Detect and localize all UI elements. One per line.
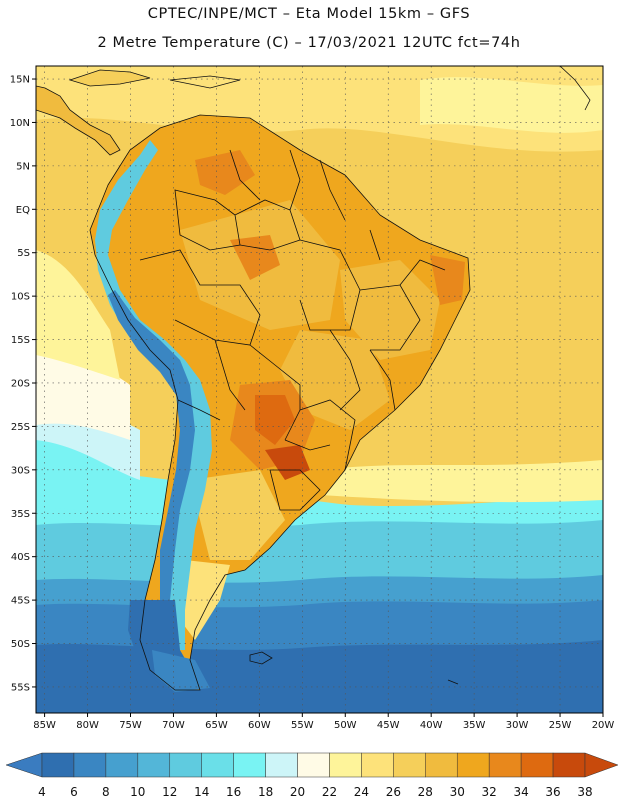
colorbar-swatch: [361, 752, 394, 778]
lat-tick-label: 25S: [11, 422, 30, 433]
colorbar-label: 12: [162, 785, 177, 799]
lon-tick-label: 80W: [76, 720, 99, 731]
lat-tick-label: 15N: [10, 75, 30, 86]
lat-tick-label: 10S: [11, 292, 30, 303]
temperature-field: [36, 66, 603, 713]
colorbar-swatch: [329, 752, 362, 778]
lat-tick-label: 10N: [10, 118, 30, 129]
lat-tick-label: 5S: [17, 248, 30, 259]
country-borders: [89, 114, 471, 691]
colorbar-high-arrow: [584, 752, 618, 778]
colorbar-swatch: [297, 752, 330, 778]
map-title-line1: CPTEC/INPE/MCT – Eta Model 15km – GFS: [147, 6, 471, 22]
lon-tick-label: 85W: [33, 720, 56, 731]
colorbar-swatch: [393, 752, 426, 778]
lat-tick-label: 35S: [11, 509, 30, 520]
lat-tick-label: 40S: [11, 552, 30, 563]
lat-tick-label: EQ: [16, 205, 30, 216]
andes-cold-band: [95, 140, 212, 650]
latitude-axis: 15N 10N 5N EQ 5S 10S 15S 20S 25S 30S 35S 40S 45S 50S 5…: [10, 75, 36, 693]
colorbar-label: 20: [290, 785, 305, 799]
lat-tick-label: 30S: [11, 465, 30, 476]
colorbar-swatch: [488, 752, 522, 778]
colorbar-label: 28: [418, 785, 433, 799]
colorbar-swatch: [105, 752, 139, 778]
lon-tick-label: 45W: [377, 720, 400, 731]
lon-tick-label: 50W: [334, 720, 357, 731]
map-frame: [35, 65, 604, 714]
colorbar-low-arrow: [5, 752, 43, 778]
colorbar-swatch: [137, 752, 171, 778]
colorbar-label: 26: [386, 785, 401, 799]
lat-tick-label: 45S: [11, 596, 30, 607]
colorbar-label: 8: [102, 785, 110, 799]
colorbar-label: 22: [322, 785, 337, 799]
lon-tick-label: 25W: [549, 720, 572, 731]
lon-tick-label: 75W: [119, 720, 142, 731]
colorbar-label: 32: [482, 785, 497, 799]
colorbar-swatch: [425, 752, 458, 778]
lat-tick-label: 50S: [11, 639, 30, 650]
colorbar-label: 30: [450, 785, 465, 799]
map-title-line2: 2 Metre Temperature (C) – 17/03/2021 12U…: [97, 35, 521, 51]
colorbar-swatch: [41, 752, 75, 778]
lon-tick-label: 65W: [205, 720, 228, 731]
lon-tick-label: 20W: [592, 720, 615, 731]
colorbar: 4 6 8 10 12 14 16 18 20 22 24 26 28 30 32 34 36 38: [5, 752, 618, 799]
colorbar-swatch: [456, 752, 490, 778]
colorbar-label: 10: [130, 785, 145, 799]
colorbar-swatch: [265, 752, 298, 778]
colorbar-label: 16: [226, 785, 241, 799]
colorbar-label: 36: [545, 785, 560, 799]
colorbar-swatch: [552, 752, 586, 778]
lon-tick-label: 55W: [291, 720, 314, 731]
lat-tick-label: 20S: [11, 378, 30, 389]
colorbar-label: 14: [194, 785, 209, 799]
lon-tick-label: 70W: [162, 720, 185, 731]
lon-tick-label: 60W: [248, 720, 271, 731]
colorbar-label: 38: [577, 785, 592, 799]
colorbar-swatch: [201, 752, 234, 778]
lon-tick-label: 30W: [506, 720, 529, 731]
colorbar-swatch: [520, 752, 554, 778]
lat-tick-label: 15S: [11, 335, 30, 346]
lon-tick-label: 40W: [420, 720, 443, 731]
colorbar-label: 18: [258, 785, 273, 799]
lon-tick-label: 35W: [463, 720, 486, 731]
colorbar-label: 24: [354, 785, 369, 799]
colorbar-swatch: [233, 752, 266, 778]
colorbar-label: 34: [513, 785, 528, 799]
colorbar-swatch: [169, 752, 202, 778]
colorbar-swatch: [73, 752, 107, 778]
colorbar-label: 6: [70, 785, 78, 799]
colorbar-label: 4: [38, 785, 46, 799]
lat-tick-label: 55S: [11, 682, 30, 693]
longitude-axis: 85W 80W 75W 70W 65W 60W 55W 50W 45W 40W 35W 30W 25W 2…: [33, 713, 614, 731]
lat-tick-label: 5N: [16, 161, 30, 172]
